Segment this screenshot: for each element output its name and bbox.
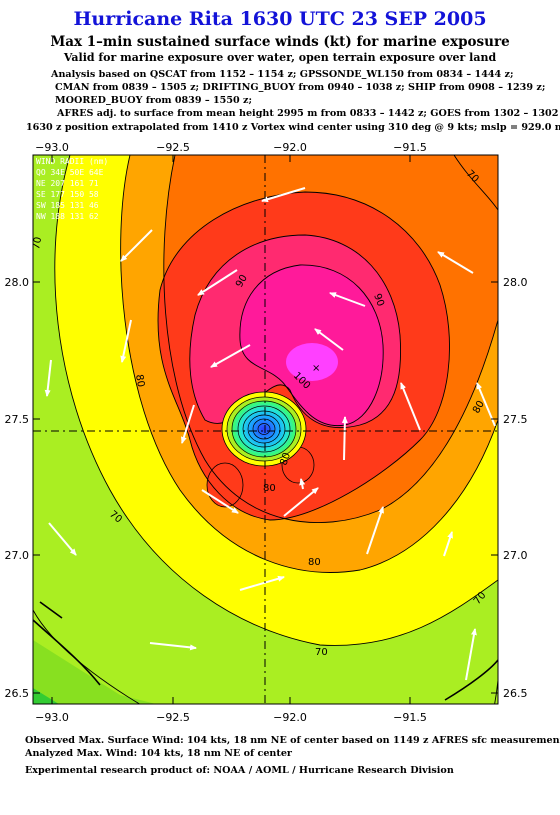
lon-tick-label: −93.0 — [35, 141, 69, 154]
footer-credit: Experimental research product of: NOAA /… — [25, 765, 454, 776]
wind-vector — [210, 344, 251, 368]
lat-tick-label: 26.5 — [503, 687, 528, 700]
wind-vector — [180, 404, 195, 444]
wind-vector — [299, 478, 306, 490]
wind-vector — [341, 416, 348, 461]
wind-vector — [120, 229, 153, 262]
wind-vector — [149, 642, 197, 651]
wind-vector — [261, 187, 306, 203]
storm-center-mark: × — [312, 363, 320, 374]
footer-observed-max: Observed Max. Surface Wind: 104 kts, 18 … — [25, 735, 560, 746]
wind-vector — [201, 489, 239, 514]
lon-tick-label: −92.0 — [273, 141, 307, 154]
plot-subtitle-2: Valid for marine exposure over water, op… — [63, 51, 497, 64]
lon-tick-label: −92.5 — [156, 141, 190, 154]
contour-label: 90 — [371, 292, 386, 308]
wind-vector — [437, 251, 474, 274]
wind-map: × 70 70 70 70 70 80 80 80 80 80 90 90 10… — [5, 141, 528, 724]
analysis-line-5: 1630 z position extrapolated from 1410 z… — [26, 122, 560, 133]
contour-label: 80 — [308, 557, 321, 568]
contour-label: 70 — [315, 647, 328, 658]
contour-label: 80 — [278, 451, 293, 467]
lon-tick-label: −91.5 — [393, 141, 427, 154]
lat-tick-label: 27.5 — [5, 413, 30, 426]
lat-tick-label: 27.0 — [503, 549, 528, 562]
bottom-longitude-labels: −93.0 −92.5 −92.0 −91.5 — [35, 711, 427, 724]
top-longitude-labels: −93.0 −92.5 −92.0 −91.5 — [35, 141, 427, 154]
wind-vector — [197, 269, 238, 296]
lat-tick-label: 27.5 — [503, 413, 528, 426]
wind-radii-legend: WIND RADII (nm) QO 34E 50E 64E NE 207 16… — [36, 157, 108, 221]
legend-line: SW 185 131 46 — [36, 201, 99, 210]
left-latitude-labels: 28.0 27.5 27.0 26.5 — [5, 276, 30, 700]
plot-title: Hurricane Rita 1630 UTC 23 SEP 2005 — [73, 8, 487, 30]
analysis-line-3: MOORED_BUOY from 0839 – 1550 z; — [55, 95, 253, 106]
wind-vector — [465, 628, 477, 681]
map-frame — [32, 154, 499, 705]
contour-label: 80 — [263, 483, 276, 494]
wind-vector — [329, 292, 366, 307]
lat-tick-label: 27.0 — [5, 549, 30, 562]
storm-eye — [221, 391, 307, 467]
wind-vectors — [44, 187, 496, 681]
wind-vector — [44, 359, 52, 397]
wind-band-100 — [286, 343, 338, 381]
lon-tick-label: −92.5 — [156, 711, 190, 724]
analysis-line-1: Analysis based on QSCAT from 1152 – 1154… — [51, 69, 514, 80]
lon-tick-label: −91.5 — [393, 711, 427, 724]
wind-vector — [400, 382, 421, 431]
wind-vector — [366, 506, 384, 555]
wind-vector — [239, 575, 285, 591]
lat-tick-label: 28.0 — [5, 276, 30, 289]
analysis-line-4: AFRES adj. to surface from mean height 2… — [57, 108, 560, 119]
legend-line: SE 177 150 58 — [36, 190, 99, 199]
legend-line: NW 188 131 62 — [36, 212, 99, 221]
contour-lines — [33, 155, 498, 704]
legend-line: QO 34E 50E 64E — [36, 168, 104, 177]
lat-tick-label: 28.0 — [503, 276, 528, 289]
footer-analyzed-max: Analyzed Max. Wind: 104 kts, 18 nm NE of… — [25, 748, 292, 759]
contour-label: 70 — [31, 236, 44, 250]
legend-line: NE 207 161 71 — [36, 179, 99, 188]
wind-vector — [120, 319, 132, 363]
wind-vector — [314, 328, 344, 351]
legend-line: WIND RADII (nm) — [36, 157, 108, 166]
contour-label: 80 — [133, 374, 146, 388]
wind-band-50 — [33, 640, 156, 704]
plot-subtitle: Max 1–min sustained surface winds (kt) f… — [50, 34, 510, 50]
wind-vector — [48, 522, 77, 556]
wind-vector — [283, 487, 319, 517]
lon-tick-label: −93.0 — [35, 711, 69, 724]
right-latitude-labels: 28.0 27.5 27.0 26.5 — [503, 276, 528, 700]
wind-vector — [443, 531, 453, 557]
axis-ticks — [33, 155, 498, 704]
lon-tick-label: −92.0 — [273, 711, 307, 724]
analysis-line-2: CMAN from 0839 – 1505 z; DRIFTING_BUOY f… — [55, 82, 546, 93]
lat-tick-label: 26.5 — [5, 687, 30, 700]
wind-field: × 70 70 70 70 70 80 80 80 80 80 90 90 10… — [31, 155, 498, 704]
